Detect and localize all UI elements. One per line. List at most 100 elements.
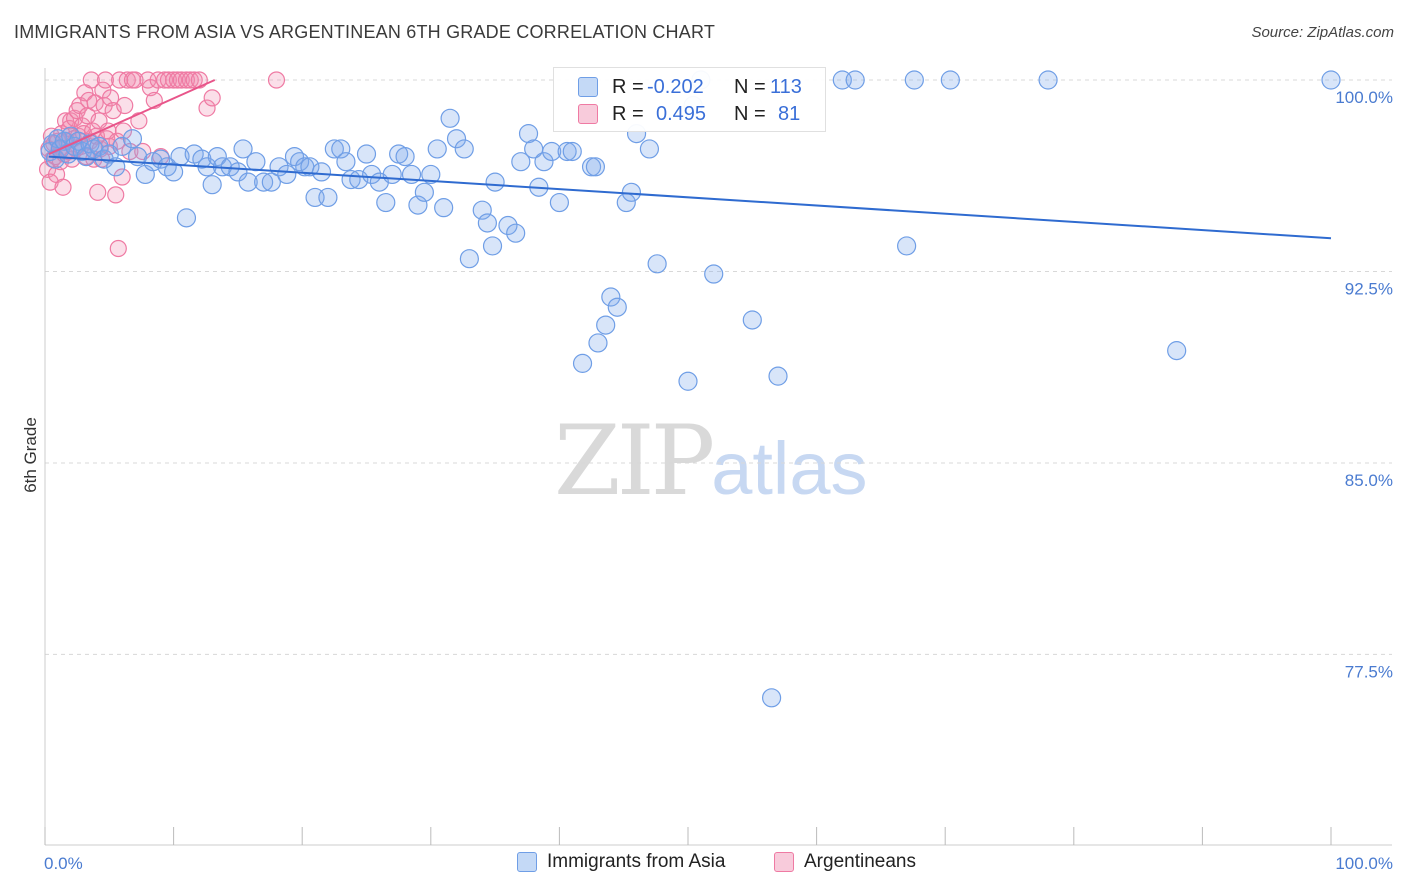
data-point-argentineans (38, 160, 57, 178)
data-point-argentineans (54, 178, 72, 196)
data-point-asia (588, 333, 608, 353)
data-point-asia (261, 172, 281, 192)
data-point-asia (207, 146, 227, 167)
chart-title: IMMIGRANTS FROM ASIA VS ARGENTINEAN 6TH … (14, 22, 716, 42)
data-point-argentineans (113, 168, 131, 186)
data-point-argentineans (267, 71, 286, 89)
data-point-asia (601, 287, 621, 307)
data-point-argentineans (116, 96, 134, 115)
legend-n-value: 81 (778, 102, 801, 125)
data-point-asia (376, 192, 396, 213)
legend-swatch-pink (774, 852, 794, 872)
legend-r-label: R = (612, 102, 644, 125)
legend-row-asia: R = -0.202 N = 113 (554, 74, 825, 100)
data-point-argentineans (101, 89, 120, 107)
series-immigrants-from-asia (40, 70, 1341, 708)
legend-swatch-blue (517, 852, 537, 872)
data-point-asia (897, 236, 917, 256)
data-point-argentineans (155, 71, 174, 89)
gridlines (45, 79, 1392, 655)
data-point-asia (106, 157, 126, 177)
data-point-asia (761, 688, 782, 708)
data-point-argentineans (89, 183, 107, 201)
data-point-asia (446, 129, 467, 149)
data-point-asia (639, 139, 660, 159)
data-point-asia (742, 310, 762, 330)
data-point-argentineans (109, 239, 127, 258)
data-point-asia (318, 187, 338, 208)
data-point-asia (362, 164, 382, 185)
legend-n-value: 113 (770, 75, 802, 98)
data-point-asia (904, 70, 924, 90)
legend-n-label: N = (734, 102, 766, 125)
data-point-asia (1167, 341, 1187, 361)
source-label: Source: ZipAtlas.com (1251, 24, 1394, 41)
watermark-atlas: atlas (711, 427, 868, 510)
data-point-asia (485, 172, 505, 192)
data-point-asia (940, 70, 960, 90)
data-point-asia (498, 215, 518, 236)
legend-swatch-blue (578, 77, 598, 97)
legend-item-asia[interactable]: Immigrants from Asia (517, 851, 725, 873)
data-point-asia (336, 152, 356, 172)
data-point-asia (277, 164, 297, 185)
trend-lines (48, 79, 1332, 240)
data-point-asia (678, 371, 698, 391)
data-point-asia (647, 254, 667, 274)
data-point-argentineans (185, 71, 203, 89)
legend-r-value: -0.202 (647, 75, 704, 98)
data-point-asia (518, 124, 539, 144)
data-point-argentineans (198, 99, 216, 117)
data-point-asia (246, 152, 266, 172)
data-point-asia (176, 208, 197, 228)
legend-label-asia: Immigrants from Asia (547, 851, 726, 872)
data-point-asia (89, 136, 109, 156)
data-point-asia (607, 297, 627, 317)
data-point-argentineans (203, 89, 221, 107)
data-point-asia (324, 139, 344, 159)
data-point-argentineans (172, 71, 190, 89)
data-point-asia (1321, 70, 1341, 90)
data-point-asia (585, 157, 606, 177)
legend-r-label: R = (612, 75, 644, 98)
data-point-asia (1038, 70, 1058, 90)
legend-row-argentineans: R = 0.495 N = 81 (554, 101, 825, 127)
correlation-legend: R = -0.202 N = 113 R = 0.495 N = 81 (553, 67, 826, 132)
data-point-asia (506, 223, 526, 243)
data-point-asia (459, 249, 479, 269)
data-point-argentineans (126, 71, 144, 89)
tick-labels: 100.0% 92.5% 85.0% 77.5% 0.0% 100.0% (44, 88, 1393, 873)
data-point-asia (845, 70, 865, 90)
y-tick-label: 100.0% (1335, 88, 1393, 107)
watermark: ZIPatlas (554, 405, 868, 517)
data-point-asia (768, 366, 788, 386)
data-point-asia (427, 139, 447, 159)
data-point-argentineans (130, 112, 148, 130)
data-point-asia (157, 157, 177, 177)
data-point-asia (356, 144, 377, 164)
data-point-asia (238, 172, 258, 192)
axes (44, 68, 1392, 846)
data-point-asia (572, 353, 593, 373)
data-point-argentineans (181, 71, 199, 89)
legend-label-argentineans: Argentineans (804, 851, 916, 872)
data-point-asia (549, 192, 570, 213)
data-point-asia (284, 146, 305, 167)
data-point-asia (542, 141, 562, 162)
data-point-asia (254, 172, 274, 192)
data-point-asia (440, 108, 460, 128)
data-point-asia (562, 141, 582, 162)
data-point-asia (395, 146, 415, 167)
data-point-argentineans (168, 71, 187, 89)
watermark-zip: ZIP (554, 405, 715, 517)
data-point-argentineans (82, 71, 100, 89)
data-point-asia (290, 152, 310, 172)
data-point-argentineans (96, 71, 115, 89)
data-point-asia (596, 315, 616, 335)
data-point-asia (472, 200, 492, 220)
legend-r-value: 0.495 (656, 102, 707, 125)
data-point-asia (84, 139, 104, 159)
data-point-asia (421, 164, 441, 185)
legend-item-argentineans[interactable]: Argentineans (774, 851, 916, 873)
data-point-asia (534, 152, 554, 172)
